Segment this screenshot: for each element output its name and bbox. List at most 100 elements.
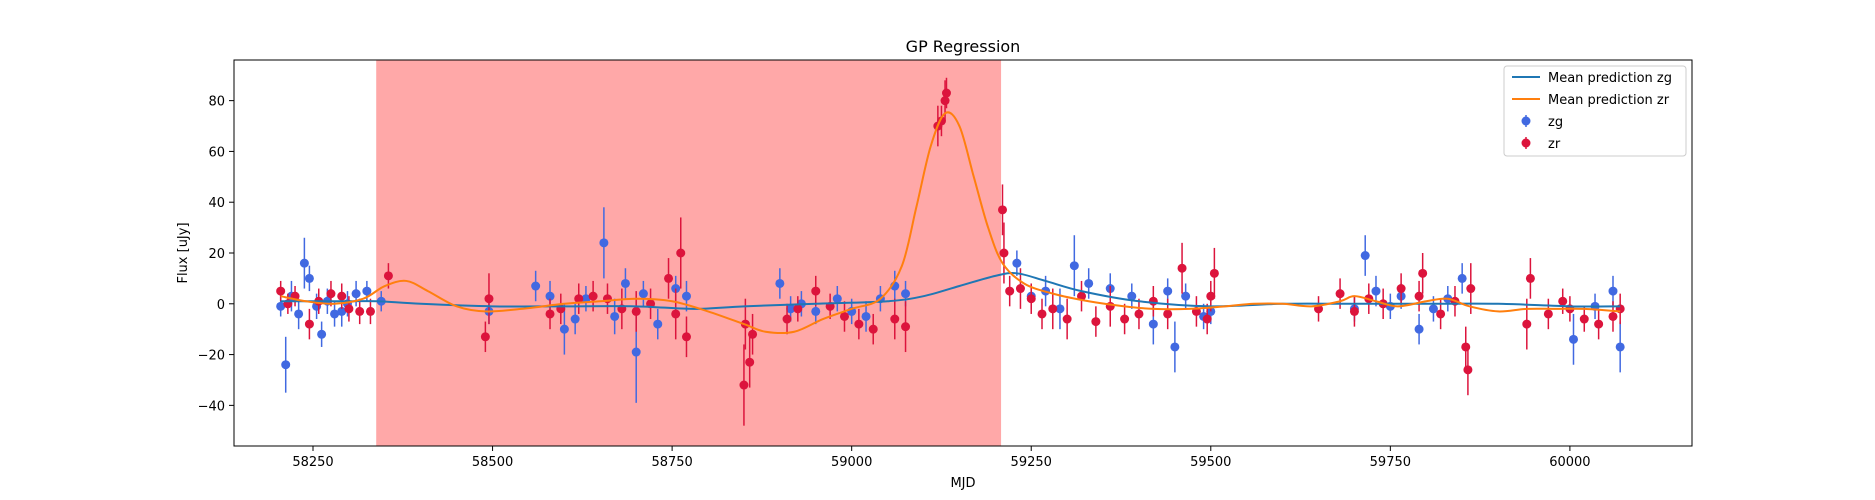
zr-point [355,306,365,316]
zg-point [861,311,871,321]
zg-point [1371,286,1381,296]
zr-point [1177,263,1187,273]
y-axis-label: Flux [uJy] [176,222,191,283]
zr-point [1134,309,1144,319]
zr-point [1543,309,1553,319]
zg-point [559,324,569,334]
zr-point [1026,294,1036,304]
y-tick-label: 0 [217,298,225,313]
zr-point [748,329,758,339]
zr-point [1349,306,1359,316]
zr-point [1522,319,1532,329]
zg-point [276,301,286,311]
legend-label-zg: zg [1548,115,1563,130]
zg-point [545,291,555,301]
zg-point [1084,278,1094,288]
legend-swatch-zg [1521,116,1531,126]
zr-point [480,332,490,342]
zr-point [811,286,821,296]
zr-point [1206,291,1216,301]
zr-point [1608,311,1618,321]
zr-point [745,357,755,367]
zg-point [1414,324,1424,334]
zr-point [676,248,686,258]
x-tick-label: 59250 [1011,455,1052,470]
zr-point [631,306,641,316]
y-tick-label: −40 [198,399,225,414]
zr-point [793,304,803,314]
zg-point [1615,342,1625,352]
y-tick-label: 40 [208,196,225,211]
zr-point [1163,309,1173,319]
line-mean-prediction-zg [280,272,1621,310]
x-axis-ticks: 58250 58500 58750 59000 59250 59500 59750 60000 [292,446,1591,470]
zr-point [1202,314,1212,324]
zg-point [832,294,842,304]
zg-point [638,289,648,299]
zr-point [839,311,849,321]
highlight-span-layer [376,60,1002,446]
zg-point [317,329,327,339]
y-tick-label: 60 [208,145,225,160]
zr-point [1120,314,1130,324]
zg-point [1148,319,1158,329]
x-tick-label: 59750 [1370,455,1411,470]
zg-point [653,319,663,329]
x-tick-label: 59000 [831,455,872,470]
zg-point [1163,286,1173,296]
zr-point [1558,296,1568,306]
zr-point [940,96,950,106]
legend-swatch-zr [1521,138,1531,148]
legend-frame [1503,65,1687,157]
zr-point [1077,291,1087,301]
zr-point [588,291,598,301]
zg-point [620,278,630,288]
zg-point [1360,251,1370,261]
zg-point [775,278,785,288]
zr-point [337,291,347,301]
zr-point [1005,286,1015,296]
zr-point [1091,317,1101,327]
zr-point [1209,268,1219,278]
zr-point [1418,268,1428,278]
zr-point [1048,304,1058,314]
zr-point [365,306,375,316]
zr-point [383,271,393,281]
zr-point [1461,342,1471,352]
zr-point [739,380,749,390]
zg-point [1428,304,1438,314]
zg-point [1170,342,1180,352]
chart-title: GP Regression [906,37,1021,56]
zr-point [999,248,1009,258]
y-tick-label: −20 [198,349,225,364]
zr-point [1015,284,1025,294]
zr-point [1062,314,1072,324]
zg-point [1069,261,1079,271]
x-tick-label: 58250 [292,455,333,470]
series-layer [276,77,1625,426]
zg-point [330,309,340,319]
zr-point [782,314,792,324]
zg-point [581,294,591,304]
zr-point [890,314,900,324]
zg-point [599,238,609,248]
zg-point [1055,304,1065,314]
series-zr [276,77,1625,426]
zg-point [281,360,291,370]
zr-point [1594,319,1604,329]
zg-point [1181,291,1191,301]
legend: Mean prediction zg Mean prediction zr zg… [1503,65,1687,157]
zg-point [1012,258,1022,268]
zg-point [681,291,691,301]
zr-point [854,319,864,329]
legend-label-zr: zr [1548,137,1561,152]
zg-point [294,309,304,319]
zr-point [1579,314,1589,324]
zr-point [276,286,286,296]
zr-point [1414,291,1424,301]
zr-point [304,319,314,329]
zg-point [304,273,314,283]
zr-point [545,309,555,319]
zg-point [531,281,541,291]
